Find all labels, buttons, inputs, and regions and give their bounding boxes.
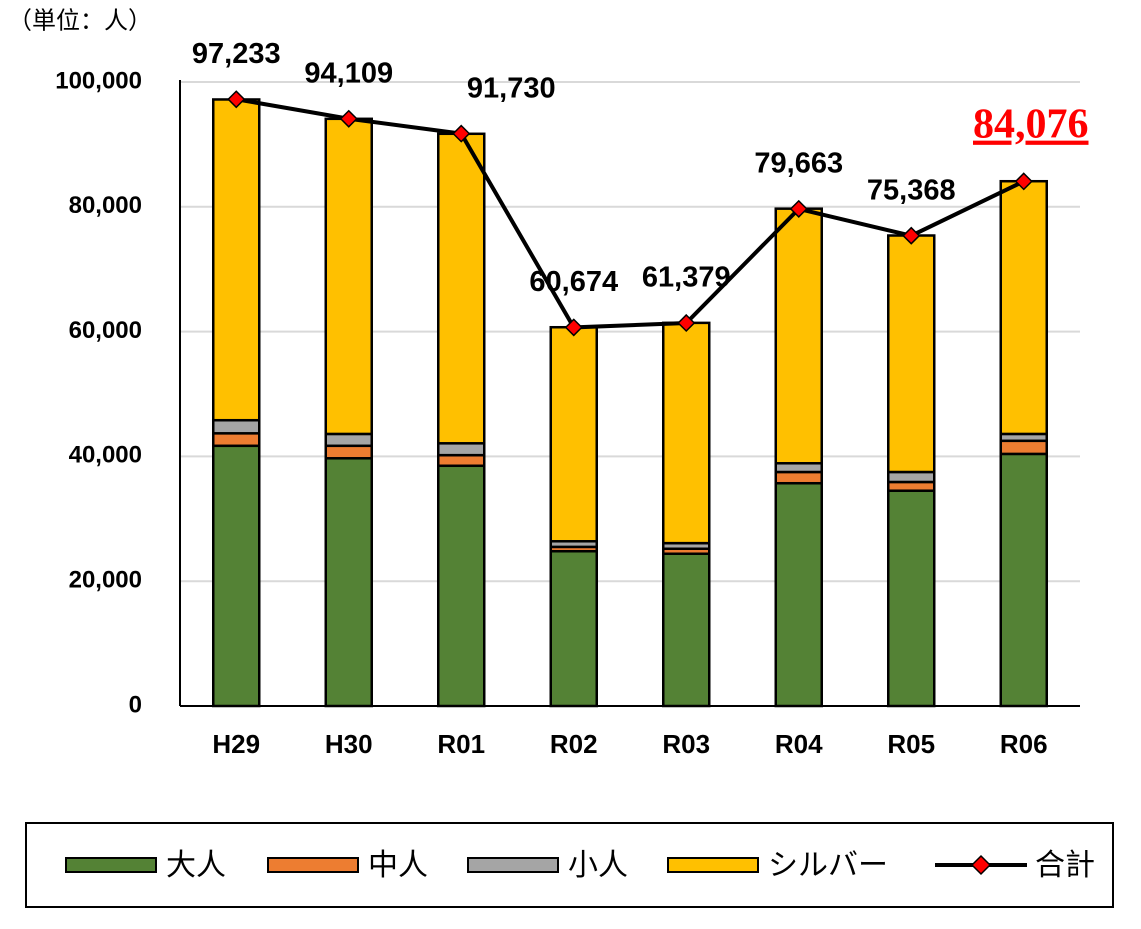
bar-segment [887, 489, 936, 708]
value-label: 60,674 [529, 266, 618, 298]
y-tick-label: 0 [129, 691, 142, 718]
legend-swatch [467, 857, 559, 873]
bar-segment [999, 439, 1048, 456]
x-tick-label: R03 [662, 729, 710, 759]
y-tick-label: 40,000 [69, 442, 142, 469]
total-marker [339, 109, 358, 128]
bar-segment [324, 432, 373, 448]
x-tick-label: R04 [775, 729, 823, 759]
bar-segment [324, 444, 373, 460]
bar-segment [437, 132, 486, 445]
y-tick-label: 20,000 [69, 567, 142, 594]
value-label: 75,368 [867, 174, 956, 206]
value-label: 97,233 [192, 38, 281, 70]
y-tick-label: 80,000 [69, 192, 142, 219]
x-tick-label: R01 [437, 729, 485, 759]
bar-segment [999, 452, 1048, 708]
x-tick-label: H29 [212, 729, 260, 759]
value-label: 94,109 [304, 57, 393, 89]
bar-segment [549, 549, 598, 708]
bar-segment [212, 444, 261, 708]
total-marker [1014, 172, 1033, 191]
bar-segment [887, 234, 936, 474]
bar-segment [437, 442, 486, 457]
x-tick-label: R02 [550, 729, 598, 759]
total-marker [789, 199, 808, 218]
y-tick-label: 100,000 [55, 67, 142, 94]
legend-marker [970, 854, 992, 876]
x-tick-label: H30 [325, 729, 373, 759]
total-marker [902, 226, 921, 245]
legend-swatch [267, 857, 359, 873]
value-label: 79,663 [754, 148, 843, 180]
bar-segment [437, 464, 486, 708]
legend-label: 小人 [568, 849, 628, 882]
value-label: 91,730 [467, 72, 556, 104]
bar-segment [212, 418, 261, 435]
bar-segment [212, 432, 261, 448]
total-line [235, 97, 1025, 330]
total-marker [227, 90, 246, 109]
bar-segment [774, 462, 823, 474]
bar-segment [324, 117, 373, 436]
x-tick-label: R05 [887, 729, 935, 759]
x-tick-label: R06 [1000, 729, 1048, 759]
legend-label: 合計 [1035, 849, 1095, 882]
y-tick-label: 60,000 [69, 317, 142, 344]
legend-swatch [65, 857, 157, 873]
bar-segment [887, 470, 936, 484]
total-marker [452, 124, 471, 143]
unit-label: （単位：人） [8, 7, 152, 34]
bar-segment [887, 480, 936, 492]
bar-segment [212, 98, 261, 422]
bar-segment [662, 321, 711, 545]
total-marker [564, 318, 583, 337]
legend-swatch [667, 857, 759, 873]
bar-segment [999, 179, 1048, 436]
legend-label: 中人 [368, 849, 428, 882]
legend-label: シルバー [768, 849, 888, 882]
bar-segment [549, 325, 598, 543]
bar-segment [774, 481, 823, 708]
bar-segment [662, 552, 711, 708]
bar-segment [437, 453, 486, 468]
legend-label: 大人 [166, 849, 226, 882]
bar-segment [324, 457, 373, 708]
value-label: 84,076 [973, 102, 1089, 148]
legend-box [25, 822, 1114, 908]
value-label: 61,379 [642, 262, 731, 294]
bar-segment [774, 207, 823, 465]
bar-segment [774, 470, 823, 485]
total-marker [677, 313, 696, 333]
